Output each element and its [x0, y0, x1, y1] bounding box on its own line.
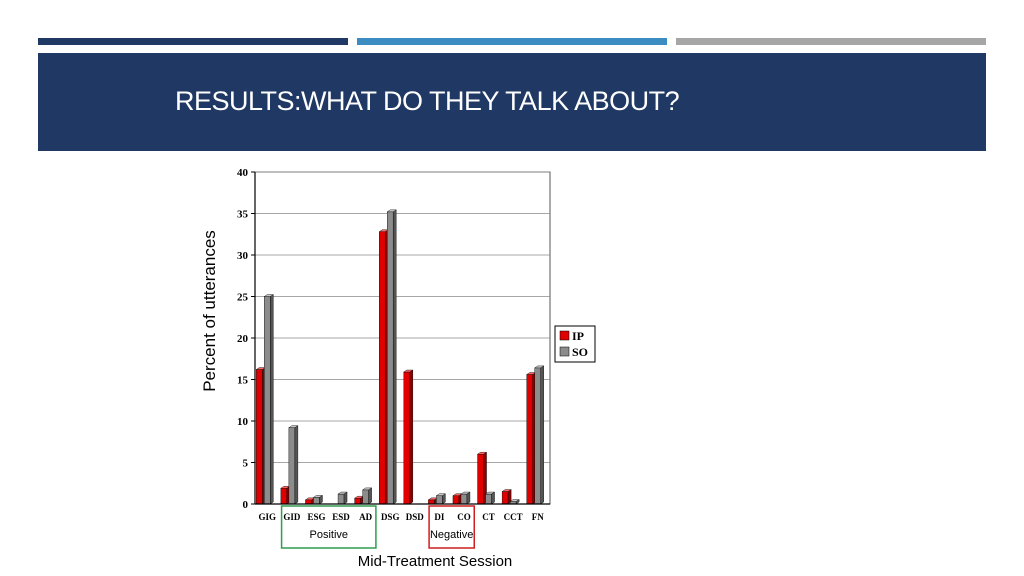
bar-ip-dsd [403, 369, 414, 505]
group-label-positive: Positive [309, 529, 348, 541]
x-tick-label: DSG [381, 512, 400, 522]
x-tick-label: GID [283, 512, 301, 522]
bar-so-gid [288, 425, 299, 505]
bar-ip-esg [304, 497, 316, 505]
y-tick-label: 10 [237, 416, 249, 428]
bar-ip-fn [526, 372, 537, 505]
bar-ip-co [452, 493, 463, 505]
bar-so-esg [312, 494, 324, 505]
bar-so-di [435, 493, 447, 505]
bar-so-cct [509, 499, 520, 505]
y-tick-label: 40 [237, 167, 249, 179]
legend-label-ip: IP [572, 329, 584, 343]
bar-so-fn [534, 365, 545, 505]
y-tick-label: 35 [237, 209, 249, 221]
y-tick-label: 0 [243, 499, 249, 511]
y-tick-label: 20 [237, 333, 249, 345]
x-tick-label: DSD [406, 512, 425, 522]
slide-title: RESULTS:WHAT DO THEY TALK ABOUT? [175, 86, 680, 116]
bar-so-dsg [386, 209, 397, 505]
x-tick-label: DI [434, 512, 444, 522]
legend-label-so: SO [572, 345, 588, 359]
accent-bar-blue [357, 38, 667, 45]
chart-gridlines [254, 171, 551, 505]
bar-so-gig [263, 294, 274, 505]
bar-so-esd [337, 491, 348, 505]
title-banner [38, 53, 986, 151]
y-tick-label: 5 [243, 458, 249, 470]
x-tick-label: ESG [307, 512, 325, 522]
x-tick-label: AD [359, 512, 372, 522]
bar-ip-gid [280, 485, 291, 505]
chart-legend: IP SO [554, 325, 596, 363]
chart-bars [255, 209, 545, 505]
x-tick-label: GIG [259, 512, 277, 522]
y-tick-label: 15 [237, 375, 249, 387]
accent-bar-dark [38, 38, 348, 45]
y-axis-label: Percent of utterances [200, 230, 219, 392]
y-tick-label: 30 [237, 250, 249, 262]
chart-axes: 0 5 10 15 20 25 30 35 40 GIG GID ESG ESD AD DSG DSD DI CO… [237, 167, 550, 522]
bar-ip-ct [476, 451, 488, 505]
bar-ip-di [427, 497, 439, 505]
x-axis-label: Mid-Treatment Session [358, 553, 513, 570]
x-tick-label: FN [532, 512, 544, 522]
accent-bar-gray [676, 38, 986, 45]
bar-so-co [460, 491, 471, 505]
x-tick-label: ESD [332, 512, 350, 522]
x-tick-label: CCT [504, 512, 523, 522]
bar-ip-dsg [378, 229, 389, 505]
category-groups: Positive Negative [280, 505, 476, 549]
x-tick-label: CT [482, 512, 495, 522]
legend-swatch-so [559, 346, 570, 357]
x-tick-label: CO [457, 512, 471, 522]
group-box-negative [428, 505, 476, 549]
y-tick-label: 25 [237, 292, 249, 304]
legend-swatch-ip [559, 330, 570, 341]
bar-ip-cct [501, 489, 512, 505]
bar-ip-ad [353, 495, 365, 505]
group-box-positive [280, 505, 377, 549]
bar-ip-gig [255, 367, 266, 505]
bar-so-ct [484, 491, 496, 505]
group-label-negative: Negative [430, 529, 473, 541]
bar-so-ad [361, 487, 373, 505]
